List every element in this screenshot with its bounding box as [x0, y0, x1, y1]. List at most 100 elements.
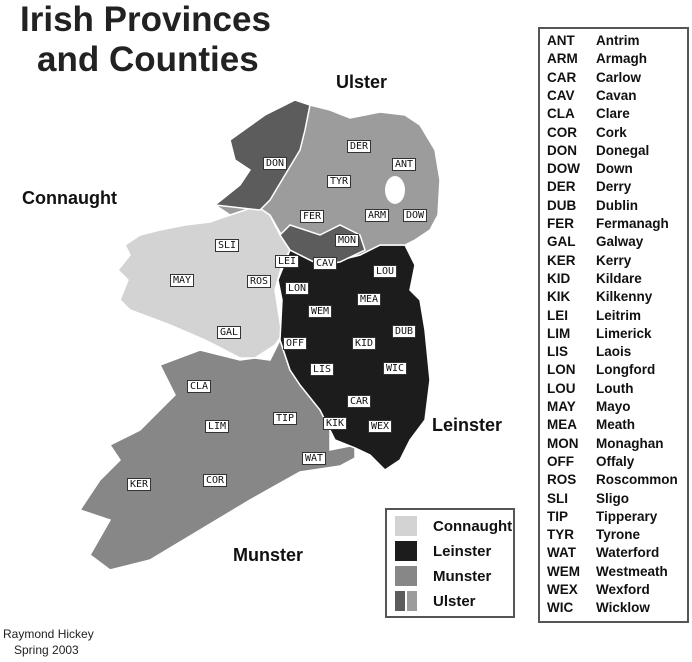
- county-label: KER: [127, 478, 152, 491]
- county-code: DUB: [547, 197, 577, 213]
- footer-author: Raymond Hickey: [3, 627, 94, 641]
- county-label: LON: [285, 282, 310, 295]
- legend-label: Ulster: [433, 592, 476, 610]
- county-code: WEX: [547, 582, 578, 597]
- county-name: Carlow: [596, 69, 642, 85]
- table-row: KIK Kilkenny: [547, 289, 652, 304]
- county-name: Kerry: [596, 252, 632, 268]
- table-row: ANT Antrim: [547, 33, 640, 48]
- county-name: Cork: [596, 124, 627, 140]
- county-code: CLA: [547, 106, 575, 122]
- table-row: OFF Offaly: [547, 454, 634, 469]
- county-label: MAY: [170, 274, 195, 287]
- county-code: MAY: [547, 399, 576, 414]
- table-row: ARM Armagh: [547, 51, 647, 66]
- footer-date: Spring 2003: [14, 643, 79, 657]
- table-row: SLI Sligo: [547, 491, 629, 506]
- table-row: LOU Louth: [547, 381, 633, 396]
- county-code: TIP: [547, 508, 569, 524]
- county-name: Tyrone: [596, 527, 641, 543]
- county-code: ANT: [547, 33, 575, 48]
- table-row: CAV Cavan: [547, 88, 637, 103]
- table-row: LIS Laois: [547, 344, 631, 359]
- county-label: WEM: [308, 305, 333, 318]
- swatch-leinster: [395, 541, 417, 561]
- county-name: Donegal: [596, 142, 650, 158]
- swatch-ulster: [395, 591, 417, 611]
- county-name: Mayo: [596, 399, 631, 414]
- county-code: KER: [547, 252, 576, 268]
- table-row: WEX Wexford: [547, 582, 650, 597]
- county-name: Clare: [596, 106, 630, 122]
- county-label: SLI: [215, 239, 240, 252]
- county-name: Dublin: [596, 197, 638, 213]
- table-row: WIC Wicklow: [547, 600, 650, 615]
- county-label: OFF: [283, 337, 308, 350]
- lough-neagh: [385, 176, 405, 204]
- county-label: TIP: [273, 412, 298, 425]
- county-code: WAT: [547, 545, 576, 561]
- county-name: Wicklow: [596, 600, 650, 616]
- county-label: KIK: [323, 417, 348, 430]
- county-code: ROS: [547, 472, 577, 488]
- county-label: COR: [203, 474, 228, 487]
- county-code: KIK: [547, 289, 571, 305]
- county-name: Tipperary: [596, 508, 658, 524]
- county-name: Cavan: [596, 87, 637, 103]
- table-row: COR Cork: [547, 125, 627, 140]
- table-row: LEI Leitrim: [547, 308, 641, 323]
- table-row: KER Kerry: [547, 253, 631, 268]
- swatch-munster: [395, 566, 417, 586]
- county-code: COR: [547, 124, 577, 140]
- county-code: MEA: [547, 417, 577, 433]
- county-label: WAT: [302, 452, 327, 465]
- county-label: TYR: [327, 175, 352, 188]
- county-label: LIS: [310, 363, 335, 376]
- county-label: WIC: [383, 362, 408, 375]
- table-row: FER Fermanagh: [547, 216, 669, 231]
- county-label: CAR: [347, 395, 372, 408]
- county-name: Leitrim: [596, 307, 642, 323]
- county-name: Laois: [596, 344, 632, 360]
- county-name: Waterford: [596, 545, 660, 561]
- table-row: WAT Waterford: [547, 545, 659, 560]
- county-name: Monaghan: [596, 435, 664, 451]
- county-name: Down: [596, 161, 633, 177]
- label-ulster: Ulster: [336, 72, 388, 92]
- county-label: GAL: [217, 326, 242, 339]
- county-code: ARM: [547, 51, 578, 67]
- county-name: Armagh: [596, 51, 648, 67]
- county-code: OFF: [547, 453, 574, 469]
- county-label: WEX: [368, 420, 393, 433]
- county-code: CAR: [547, 69, 577, 85]
- county-name: Sligo: [596, 490, 629, 506]
- county-label: CLA: [187, 380, 212, 393]
- county-name: Offaly: [596, 453, 635, 469]
- legend-label: Leinster: [433, 542, 492, 560]
- table-row: WEM Westmeath: [547, 564, 668, 579]
- county-label: LIM: [205, 420, 230, 433]
- title-line-2: and Counties: [37, 40, 259, 79]
- county-name: Roscommon: [596, 472, 678, 488]
- table-row: DOW Down: [547, 161, 633, 176]
- county-code: CAV: [547, 87, 575, 103]
- county-label: ARM: [365, 209, 390, 222]
- county-code: TYR: [547, 527, 574, 543]
- county-name: Wexford: [596, 582, 650, 597]
- county-name: Derry: [596, 179, 632, 195]
- legend: Connaught Leinster Munster Ulster: [385, 508, 515, 618]
- table-row: GAL Galway: [547, 234, 643, 249]
- county-code: WIC: [547, 600, 574, 616]
- county-name: Antrim: [596, 33, 640, 48]
- county-code: DON: [547, 142, 577, 158]
- swatch-connaught: [395, 516, 417, 536]
- donegal-region: [213, 99, 311, 211]
- county-label: DER: [347, 140, 372, 153]
- table-row: ROS Roscommon: [547, 472, 678, 487]
- county-code: DER: [547, 179, 576, 195]
- title-line-1: Irish Provinces: [20, 0, 271, 39]
- county-code: KID: [547, 270, 571, 286]
- county-code: SLI: [547, 490, 569, 506]
- county-name: Galway: [596, 234, 644, 250]
